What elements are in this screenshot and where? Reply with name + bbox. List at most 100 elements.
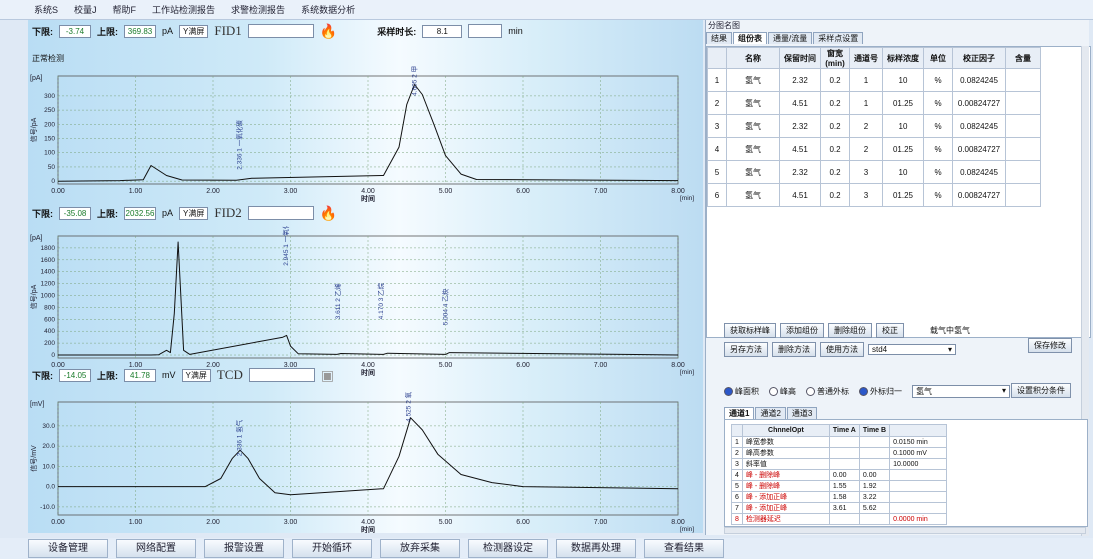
table-cell[interactable]: % [923,114,953,138]
delete-method-button[interactable]: 删除方法 [772,342,816,357]
menu-analysis[interactable]: 系统数据分析 [301,5,356,15]
table-cell[interactable]: 01.25 [882,91,924,115]
table-cell[interactable]: 4.51 [779,91,821,115]
menu-system[interactable]: 系统S [34,5,59,15]
table-cell[interactable]: 0.00824727 [952,183,1006,207]
table-cell[interactable]: 1 [849,68,883,92]
event-cell[interactable]: 检测器延迟 [741,513,830,525]
table-cell[interactable]: 5 [707,160,727,184]
event-cell[interactable]: 3.22 [858,491,891,503]
event-cell[interactable]: 0.00 [858,469,891,481]
reprocess-data-button[interactable]: 数据再处理 [556,539,636,558]
table-cell[interactable]: 氢气 [726,68,780,92]
event-cell[interactable]: 峰宽参数 [741,436,830,448]
table-row[interactable]: 5 氢气 2.32 0.2 3 10% 0.0824245 [707,160,1041,184]
event-cell[interactable]: 2 [731,447,743,459]
event-cell[interactable]: 7 [731,502,743,514]
fid2-view-select[interactable]: Y满屏 [179,206,209,220]
tcd-low-input[interactable]: -14.05 [59,368,91,382]
table-cell[interactable]: 0.2 [820,160,850,184]
event-row[interactable]: 3 斜率值 10.0000 [731,458,948,470]
event-cell[interactable]: 1 [731,436,743,448]
table-cell[interactable]: 01.25 [882,183,924,207]
event-cell[interactable] [858,436,891,448]
event-cell[interactable]: 1.55 [828,480,860,492]
event-cell[interactable]: 峰 - 删除峰 [741,469,830,481]
table-cell[interactable]: 2 [707,91,727,115]
event-cell[interactable] [828,447,860,459]
table-row[interactable]: 3 氢气 2.32 0.2 2 10% 0.0824245 [707,114,1041,138]
table-cell[interactable]: 10 [882,114,924,138]
fid2-high-input[interactable]: 2032.56 [124,206,156,220]
event-cell[interactable]: 0.0000 min [889,513,948,525]
event-cell[interactable]: 0.1000 mV [889,447,948,459]
radio-height[interactable]: 峰高 [769,386,796,397]
table-cell[interactable]: 0.2 [820,137,850,161]
table-cell[interactable]: 氢气 [726,91,780,115]
table-cell[interactable]: % [923,91,953,115]
vertical-scrollbar[interactable] [1081,46,1089,536]
table-cell[interactable]: 0.00824727 [952,137,1006,161]
event-cell[interactable]: 4 [731,469,743,481]
fid1-high-input[interactable]: 369.83 [124,24,156,38]
event-cell[interactable]: 斜率值 [741,458,830,470]
table-cell[interactable]: % [923,68,953,92]
tab-result[interactable]: 结果 [706,32,732,44]
tab-channel-3[interactable]: 通道3 [786,407,818,419]
table-cell[interactable]: % [923,183,953,207]
event-row[interactable]: 1 峰宽参数 0.0150 min [731,436,948,448]
event-cell[interactable]: 峰高参数 [741,447,830,459]
table-cell[interactable]: 10 [882,160,924,184]
table-row[interactable]: 2 氢气 4.51 0.2 1 01.25% 0.00824727 [707,91,1041,115]
table-cell[interactable]: % [923,160,953,184]
event-cell[interactable]: 峰 - 删除峰 [741,480,830,492]
table-cell[interactable]: 氢气 [726,160,780,184]
save-as-method-button[interactable]: 另存方法 [724,342,768,357]
menu-help[interactable]: 帮助F [112,5,137,15]
table-cell[interactable]: 3 [707,114,727,138]
fid1-view-select[interactable]: Y满屏 [179,24,209,38]
event-cell[interactable]: 峰 - 添加正峰 [741,502,830,514]
event-row[interactable]: 8 检测器延迟 0.0000 min [731,513,948,525]
table-cell[interactable] [1005,137,1041,161]
get-standard-peak-button[interactable]: 获取标样峰 [724,323,776,338]
table-cell[interactable]: 0.00824727 [952,91,1006,115]
event-cell[interactable]: 5 [731,480,743,492]
event-cell[interactable] [889,502,948,514]
tab-flow[interactable]: 通量/流量 [768,32,813,44]
menu-calibrate[interactable]: 校量J [74,5,97,15]
event-cell[interactable]: 6 [731,491,743,503]
table-row[interactable]: 4 氢气 4.51 0.2 2 01.25% 0.00824727 [707,137,1041,161]
horizontal-scrollbar[interactable] [724,527,1086,534]
tab-channel-1[interactable]: 通道1 [724,407,755,419]
table-cell[interactable]: 2.32 [779,160,821,184]
event-cell[interactable] [889,480,948,492]
event-cell[interactable] [889,469,948,481]
tcd-view-select[interactable]: Y满屏 [181,368,211,382]
table-cell[interactable]: 氢气 [726,183,780,207]
table-cell[interactable] [1005,183,1041,207]
radio-area[interactable]: 峰面积 [724,386,759,397]
event-cell[interactable] [858,513,891,525]
event-cell[interactable]: 0.0150 min [889,436,948,448]
use-method-button[interactable]: 使用方法 [820,342,864,357]
event-cell[interactable] [828,513,860,525]
event-row[interactable]: 2 峰高参数 0.1000 mV [731,447,948,459]
table-cell[interactable]: 4.51 [779,183,821,207]
table-cell[interactable] [1005,91,1041,115]
table-cell[interactable]: 0.0824245 [952,68,1006,92]
abort-acquisition-button[interactable]: 放弃采集 [380,539,460,558]
fid1-low-input[interactable]: -3.74 [59,24,91,38]
calibrate-button[interactable]: 校正 [876,323,904,338]
table-cell[interactable]: 4 [707,137,727,161]
table-cell[interactable]: 2.32 [779,68,821,92]
tab-sampling[interactable]: 采样点设置 [813,32,864,44]
view-results-button[interactable]: 查看结果 [644,539,724,558]
sample-time-input[interactable]: 8.1 [422,24,463,38]
radio-normalized[interactable]: 外标归一 [859,386,902,397]
table-row[interactable]: 1 氢气 2.32 0.2 1 10% 0.0824245 [707,68,1041,92]
event-cell[interactable]: 10.0000 [889,458,948,470]
